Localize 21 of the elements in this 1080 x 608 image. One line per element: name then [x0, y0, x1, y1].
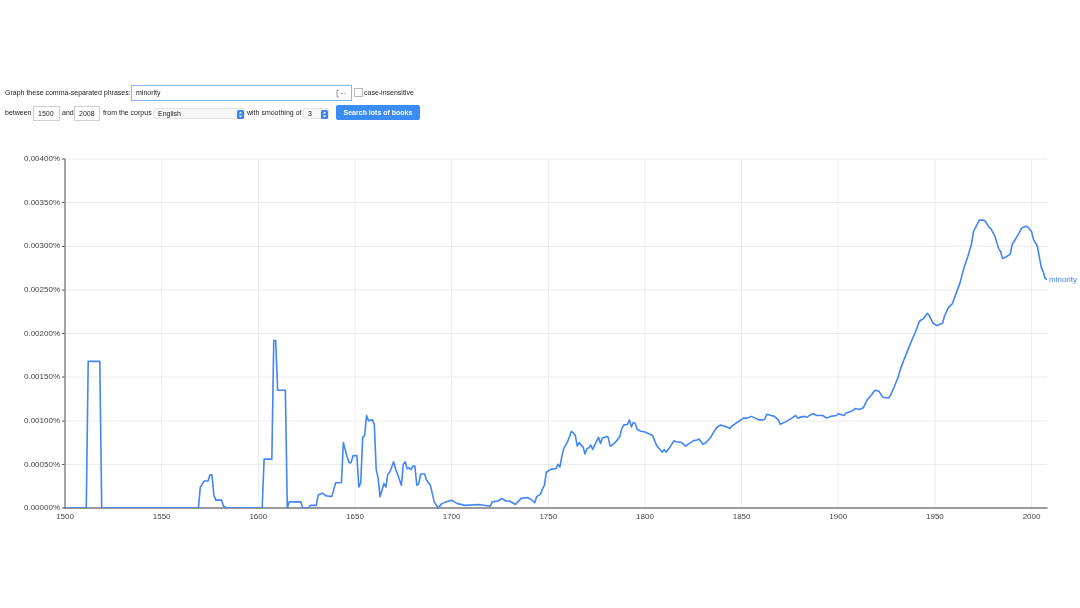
y-tick-label: 0.00100%: [23, 415, 60, 425]
x-tick-label: 2000: [1022, 512, 1041, 521]
y-tick-label: 0.00400%: [23, 154, 60, 164]
y-tick-label: 0.00000%: [23, 503, 60, 513]
x-tick-label: 1950: [925, 512, 945, 521]
y-tick-label: 0.00250%: [23, 285, 60, 295]
x-tick-label: 1650: [346, 512, 365, 521]
y-tick-label: 0.00350%: [23, 197, 60, 207]
x-tick-label: 1600: [249, 512, 268, 521]
x-tick-label: 1550: [152, 512, 172, 521]
y-tick-label: 0.00300%: [23, 241, 60, 251]
x-tick-label: 1750: [539, 512, 558, 521]
x-tick-label: 1700: [442, 512, 462, 521]
x-tick-label: 1900: [829, 512, 848, 521]
x-tick-label: 1850: [732, 512, 752, 521]
y-tick-label: 0.00050%: [23, 459, 60, 469]
x-tick-label: 1800: [636, 512, 655, 521]
x-tick-label: 1500: [56, 512, 75, 521]
y-tick-label: 0.00150%: [23, 372, 60, 382]
y-tick-label: 0.00200%: [23, 328, 60, 338]
series-label: minority: [1049, 274, 1078, 284]
